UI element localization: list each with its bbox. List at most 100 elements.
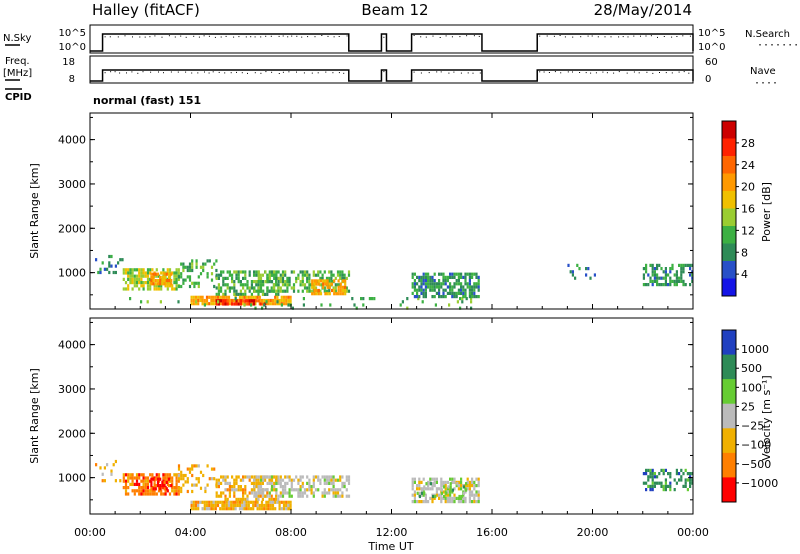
data-cell [471, 477, 474, 481]
data-cell [280, 500, 283, 504]
data-cell [689, 475, 692, 479]
data-cell [669, 472, 672, 476]
data-cell [434, 494, 437, 499]
data-cell [313, 279, 316, 283]
data-cell [684, 478, 687, 482]
data-cell [235, 270, 238, 274]
data-cell [653, 472, 656, 476]
data-cell [277, 270, 280, 274]
data-cell [212, 503, 215, 508]
data-cell [443, 485, 446, 489]
data-cell [343, 276, 346, 280]
data-cell [429, 496, 432, 500]
data-cell [239, 280, 242, 284]
freq-dot [585, 72, 587, 74]
data-cell [259, 283, 263, 287]
data-cell [322, 285, 325, 289]
data-cell [279, 273, 282, 277]
data-cell [420, 288, 423, 292]
data-cell [649, 472, 652, 476]
data-cell [449, 488, 452, 492]
data-cell [263, 507, 266, 511]
data-cell [156, 477, 160, 481]
data-cell [268, 481, 271, 485]
data-cell [468, 496, 471, 500]
data-cell [186, 480, 189, 484]
data-cell [140, 274, 143, 278]
data-cell [281, 289, 285, 293]
data-cell [287, 303, 290, 307]
data-cell [227, 507, 231, 511]
data-cell [184, 473, 187, 478]
nsky-dot [604, 36, 606, 38]
data-cell [154, 487, 157, 491]
data-cell [122, 277, 125, 281]
data-cell [433, 480, 436, 484]
data-cell [180, 477, 183, 481]
data-cell [362, 297, 365, 301]
data-cell [131, 489, 134, 493]
data-cell [188, 467, 192, 471]
data-cell [163, 282, 166, 286]
nsky-dot [180, 35, 182, 37]
data-cell [438, 496, 441, 500]
data-cell [466, 484, 469, 488]
data-cell [235, 299, 238, 303]
freq-dot [572, 71, 573, 73]
data-cell [306, 273, 309, 277]
data-cell [656, 283, 659, 287]
nsky-dot [154, 35, 156, 37]
data-cell [433, 288, 436, 292]
data-cell [110, 264, 113, 268]
data-cell [163, 480, 166, 484]
data-cell [332, 485, 335, 489]
data-cell [142, 482, 145, 486]
data-cell [471, 490, 474, 494]
data-cell [237, 273, 240, 277]
data-cell [108, 254, 111, 259]
data-cell [255, 485, 258, 489]
data-cell [662, 283, 665, 287]
data-cell [691, 263, 694, 267]
data-cell [133, 489, 136, 493]
data-cell [266, 481, 269, 485]
data-cell [424, 493, 427, 497]
data-cell [235, 276, 238, 280]
data-cell [101, 479, 104, 483]
data-cell [217, 286, 220, 290]
data-cell [281, 280, 285, 284]
data-cell [173, 287, 176, 291]
data-cell [442, 490, 445, 494]
data-cell [228, 485, 231, 489]
data-cell [266, 494, 269, 498]
data-cell [285, 500, 288, 504]
data-cell [449, 500, 452, 504]
data-cell [475, 477, 478, 481]
data-cell [323, 494, 326, 498]
data-cell [341, 288, 345, 293]
data-cell [238, 507, 242, 511]
data-cell [224, 478, 227, 482]
data-cell [651, 270, 654, 274]
data-cell [451, 496, 454, 500]
data-cell [662, 484, 665, 488]
data-cell [313, 282, 316, 286]
data-cell [246, 475, 249, 479]
data-cell [658, 283, 661, 287]
y-tick-label: 2000 [58, 427, 86, 440]
data-cell [191, 265, 194, 269]
data-cell [182, 268, 185, 273]
freq-dot [613, 72, 615, 74]
data-cell [424, 291, 427, 295]
data-cell [227, 295, 231, 299]
freq-dot [383, 71, 385, 73]
freq-dot [254, 72, 256, 74]
data-cell [341, 491, 344, 495]
data-cell [256, 295, 259, 299]
data-cell [177, 473, 181, 478]
data-cell [264, 478, 267, 482]
data-cell [471, 288, 474, 292]
data-cell [453, 291, 456, 295]
data-cell [257, 488, 260, 492]
data-cell [227, 500, 231, 504]
